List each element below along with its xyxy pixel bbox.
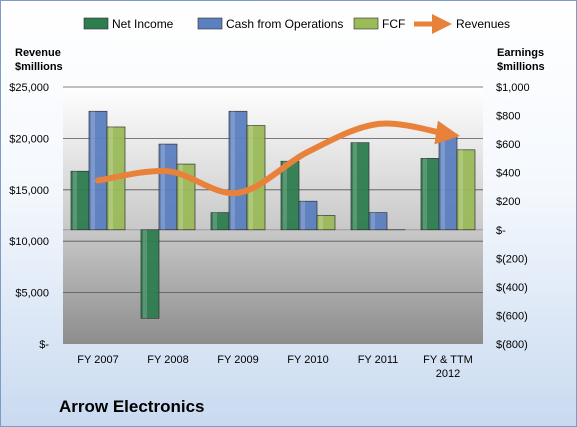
- category-label: FY 2008: [147, 354, 188, 366]
- bar: [350, 142, 370, 231]
- right-tick-label: $1,000: [496, 82, 530, 94]
- legend-swatch: [197, 17, 223, 30]
- bar-highlight: [91, 111, 95, 230]
- right-tick-label: $(600): [496, 310, 528, 322]
- category-label: FY 2011: [358, 354, 399, 366]
- right-axis-title: $millions: [497, 61, 545, 73]
- bar-body: [316, 215, 336, 231]
- bar: [280, 160, 300, 231]
- bar-highlight: [143, 229, 147, 319]
- bar: [316, 215, 336, 231]
- category-label: FY 2009: [217, 354, 258, 366]
- bar-highlight: [283, 161, 287, 230]
- bar-highlight: [459, 149, 463, 230]
- left-tick-label: $25,000: [9, 82, 49, 94]
- legend-item: FCF: [353, 17, 405, 31]
- legend-label: Cash from Operations: [226, 17, 343, 31]
- legend-swatch: [353, 17, 379, 30]
- left-tick-label: $20,000: [9, 133, 49, 145]
- category-label: FY 2010: [287, 354, 328, 366]
- bar-body: [140, 229, 160, 319]
- legend-label: FCF: [382, 17, 405, 31]
- bar-body: [350, 142, 370, 231]
- bar-highlight: [231, 111, 235, 230]
- right-tick-label: $(800): [496, 339, 528, 351]
- right-tick-label: $800: [496, 111, 520, 123]
- left-axis-title: $millions: [15, 61, 63, 73]
- bar: [140, 229, 160, 319]
- bar: [88, 110, 108, 231]
- bar-body: [456, 149, 476, 231]
- left-tick-label: $15,000: [9, 185, 49, 197]
- legend-item: Revenues: [414, 14, 510, 34]
- bar-highlight: [441, 134, 445, 230]
- bar-highlight: [179, 164, 183, 230]
- right-tick-label: $(400): [496, 282, 528, 294]
- left-axis-title: Revenue: [15, 47, 61, 59]
- category-label: 2012: [436, 368, 460, 380]
- bar-highlight: [249, 125, 253, 230]
- bar: [456, 149, 476, 231]
- right-tick-label: $400: [496, 168, 520, 180]
- left-tick-label: $-: [39, 339, 49, 351]
- legend-label: Net Income: [112, 17, 174, 31]
- right-tick-label: $600: [496, 139, 520, 151]
- right-tick-label: $-: [496, 225, 506, 237]
- bar-highlight: [353, 142, 357, 230]
- bar: [70, 170, 90, 231]
- bar-highlight: [371, 212, 375, 230]
- bar-highlight: [73, 171, 77, 230]
- company-label: Arrow Electronics: [59, 397, 205, 416]
- bar-highlight: [301, 201, 305, 230]
- legend-swatch: [83, 17, 109, 30]
- bar: [438, 133, 458, 231]
- bar-body: [368, 212, 388, 231]
- bar: [228, 110, 248, 231]
- legend-label: Revenues: [456, 17, 510, 31]
- bar: [368, 212, 388, 231]
- legend-item: Net Income: [83, 17, 174, 31]
- right-tick-label: $200: [496, 196, 520, 208]
- category-label: FY & TTM: [423, 354, 473, 366]
- bar-highlight: [423, 158, 427, 230]
- revenue-line: [95, 120, 460, 197]
- left-tick-label: $10,000: [9, 236, 49, 248]
- plot-area: [63, 87, 483, 344]
- bar-highlight: [213, 212, 217, 230]
- bar: [158, 143, 178, 231]
- bar-highlight: [161, 144, 165, 230]
- right-axis-title: Earnings: [497, 47, 544, 59]
- bar: [420, 158, 440, 231]
- category-label: FY 2007: [77, 354, 118, 366]
- bar: [246, 125, 266, 231]
- bar: [298, 200, 318, 231]
- legend-item: Cash from Operations: [197, 17, 343, 31]
- left-tick-label: $5,000: [15, 288, 49, 300]
- bar-highlight: [319, 215, 323, 230]
- right-tick-label: $(200): [496, 253, 528, 265]
- bar: [210, 212, 230, 231]
